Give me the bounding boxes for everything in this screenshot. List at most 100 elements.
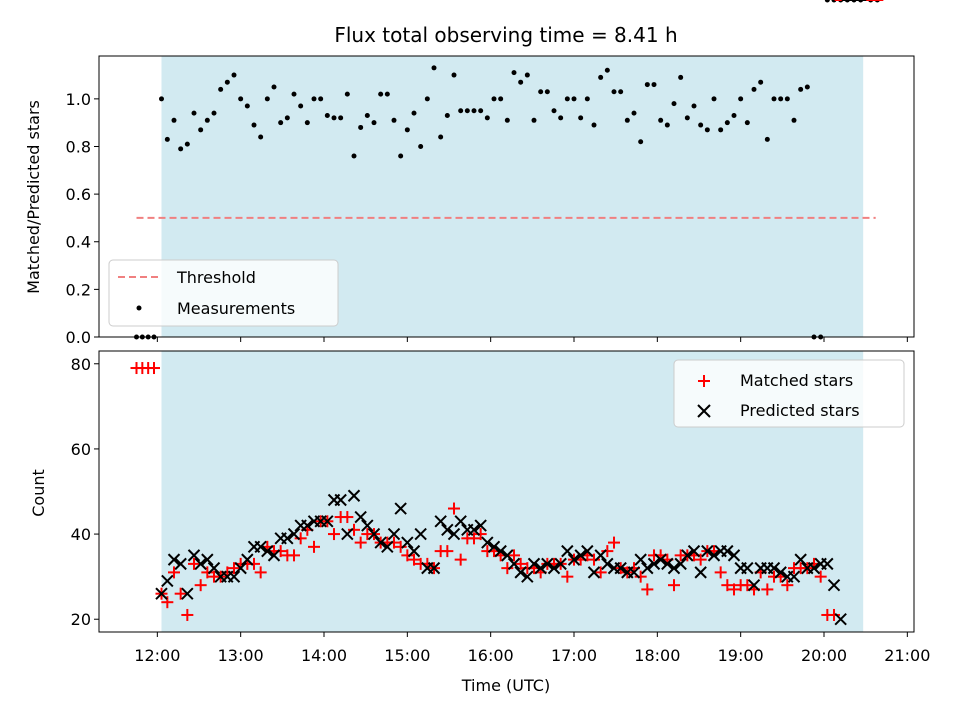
measurement-point	[198, 127, 204, 133]
measurement-point	[284, 115, 290, 121]
bottom-y-tick-label: 20	[71, 610, 91, 629]
measurement-point	[758, 79, 764, 85]
matched-star-point	[588, 553, 600, 566]
measurement-point	[678, 74, 684, 80]
predicted-star-point	[241, 553, 254, 566]
predicted-star-point	[441, 523, 454, 537]
predicted-star-point	[254, 540, 267, 554]
predicted-star-point	[454, 515, 467, 528]
measurement-point	[771, 96, 777, 102]
predicted-star-point	[627, 566, 641, 579]
matched-star-point	[761, 583, 774, 596]
predicted-star-point	[481, 536, 494, 549]
measurement-point	[791, 117, 797, 123]
measurement-point	[498, 96, 504, 102]
predicted-star-point	[581, 544, 594, 558]
predicted-star-point	[174, 557, 187, 571]
predicted-star-point	[354, 510, 367, 524]
matched-star-point	[814, 570, 827, 583]
bottom-legend: Matched stars Predicted stars	[673, 359, 905, 428]
measurement-point	[311, 96, 317, 102]
matched-star-point	[721, 579, 734, 592]
predicted-legend-label: Predicted stars	[740, 401, 860, 420]
predicted-star-point	[574, 549, 587, 562]
top-legend: Threshold Measurements	[108, 259, 339, 327]
measurement-point	[644, 82, 650, 88]
measurement-point	[191, 110, 197, 116]
matched-star-point	[668, 579, 680, 592]
x-tick-label: 13:00	[218, 646, 264, 665]
measurement-point	[324, 113, 330, 119]
predicted-star-point	[387, 527, 401, 541]
measurement-point	[411, 110, 417, 116]
predicted-star-point	[401, 536, 414, 549]
predicted-star-point	[641, 561, 654, 575]
measurement-point	[564, 96, 570, 102]
predicted-star-point	[547, 561, 561, 575]
bottom-legend-box	[673, 359, 905, 428]
measurement-point	[398, 153, 404, 159]
measurement-point	[724, 120, 730, 126]
matched-star-point	[354, 536, 367, 549]
predicted-star-point	[494, 544, 507, 558]
measurement-point	[331, 115, 337, 121]
measurement-point	[764, 136, 770, 142]
matched-star-point	[468, 532, 480, 545]
predicted-star-point	[321, 515, 334, 528]
predicted-star-point	[394, 502, 407, 515]
measurement-point	[338, 115, 344, 121]
measurement-point	[378, 91, 384, 97]
measurement-point	[504, 117, 510, 123]
top-y-axis-label: Matched/Predicted stars	[24, 100, 43, 294]
predicted-star-point	[474, 519, 487, 532]
bottom-axes-frame	[98, 350, 915, 633]
measurement-point	[371, 120, 377, 126]
measurement-point	[298, 103, 304, 109]
bottom-y-tick-label: 60	[71, 440, 91, 459]
measurement-point	[178, 146, 184, 152]
matched-star-point	[294, 532, 307, 545]
matched-star-point	[308, 540, 320, 553]
measurement-point	[438, 134, 444, 140]
matched-star-point	[181, 608, 194, 621]
measurement-point	[291, 91, 297, 97]
measurement-point	[224, 79, 230, 85]
measurement-point	[204, 117, 210, 123]
matched-star-point	[188, 557, 200, 570]
measurement-point	[358, 124, 364, 130]
measurement-point	[651, 82, 657, 88]
matched-star-point	[728, 583, 740, 596]
predicted-star-point	[821, 557, 834, 571]
measurement-point	[718, 127, 724, 133]
predicted-star-point	[447, 527, 461, 541]
matched-star-point	[641, 583, 654, 596]
bottom-y-tick-label: 40	[71, 525, 91, 544]
predicted-star-point	[701, 544, 714, 558]
predicted-star-point	[367, 527, 381, 541]
predicted-star-point	[567, 553, 581, 566]
predicted-star-point	[681, 549, 694, 562]
matched-star-point	[148, 362, 160, 375]
x-tick-label: 19:00	[718, 646, 764, 665]
predicted-star-point	[667, 561, 681, 575]
predicted-star-point	[634, 553, 647, 566]
measurement-point	[638, 139, 644, 145]
predicted-star-point	[374, 536, 387, 549]
predicted-star-point	[687, 544, 701, 558]
measurement-point	[744, 120, 750, 126]
predicted-star-point	[774, 566, 787, 579]
predicted-star-point	[741, 561, 754, 575]
measurement-point	[424, 96, 430, 102]
predicted-star-point	[614, 561, 627, 575]
measurement-point	[531, 117, 537, 123]
top-y-tick-label: 0.2	[66, 280, 91, 299]
measurement-point	[778, 96, 784, 102]
bottom-y-axis-label: Count	[29, 469, 48, 517]
matched-star-point	[328, 528, 340, 541]
predicted-star-point	[361, 519, 374, 532]
measurement-point	[824, 0, 830, 3]
predicted-star-point	[834, 613, 847, 626]
predicted-star-point	[207, 561, 221, 575]
